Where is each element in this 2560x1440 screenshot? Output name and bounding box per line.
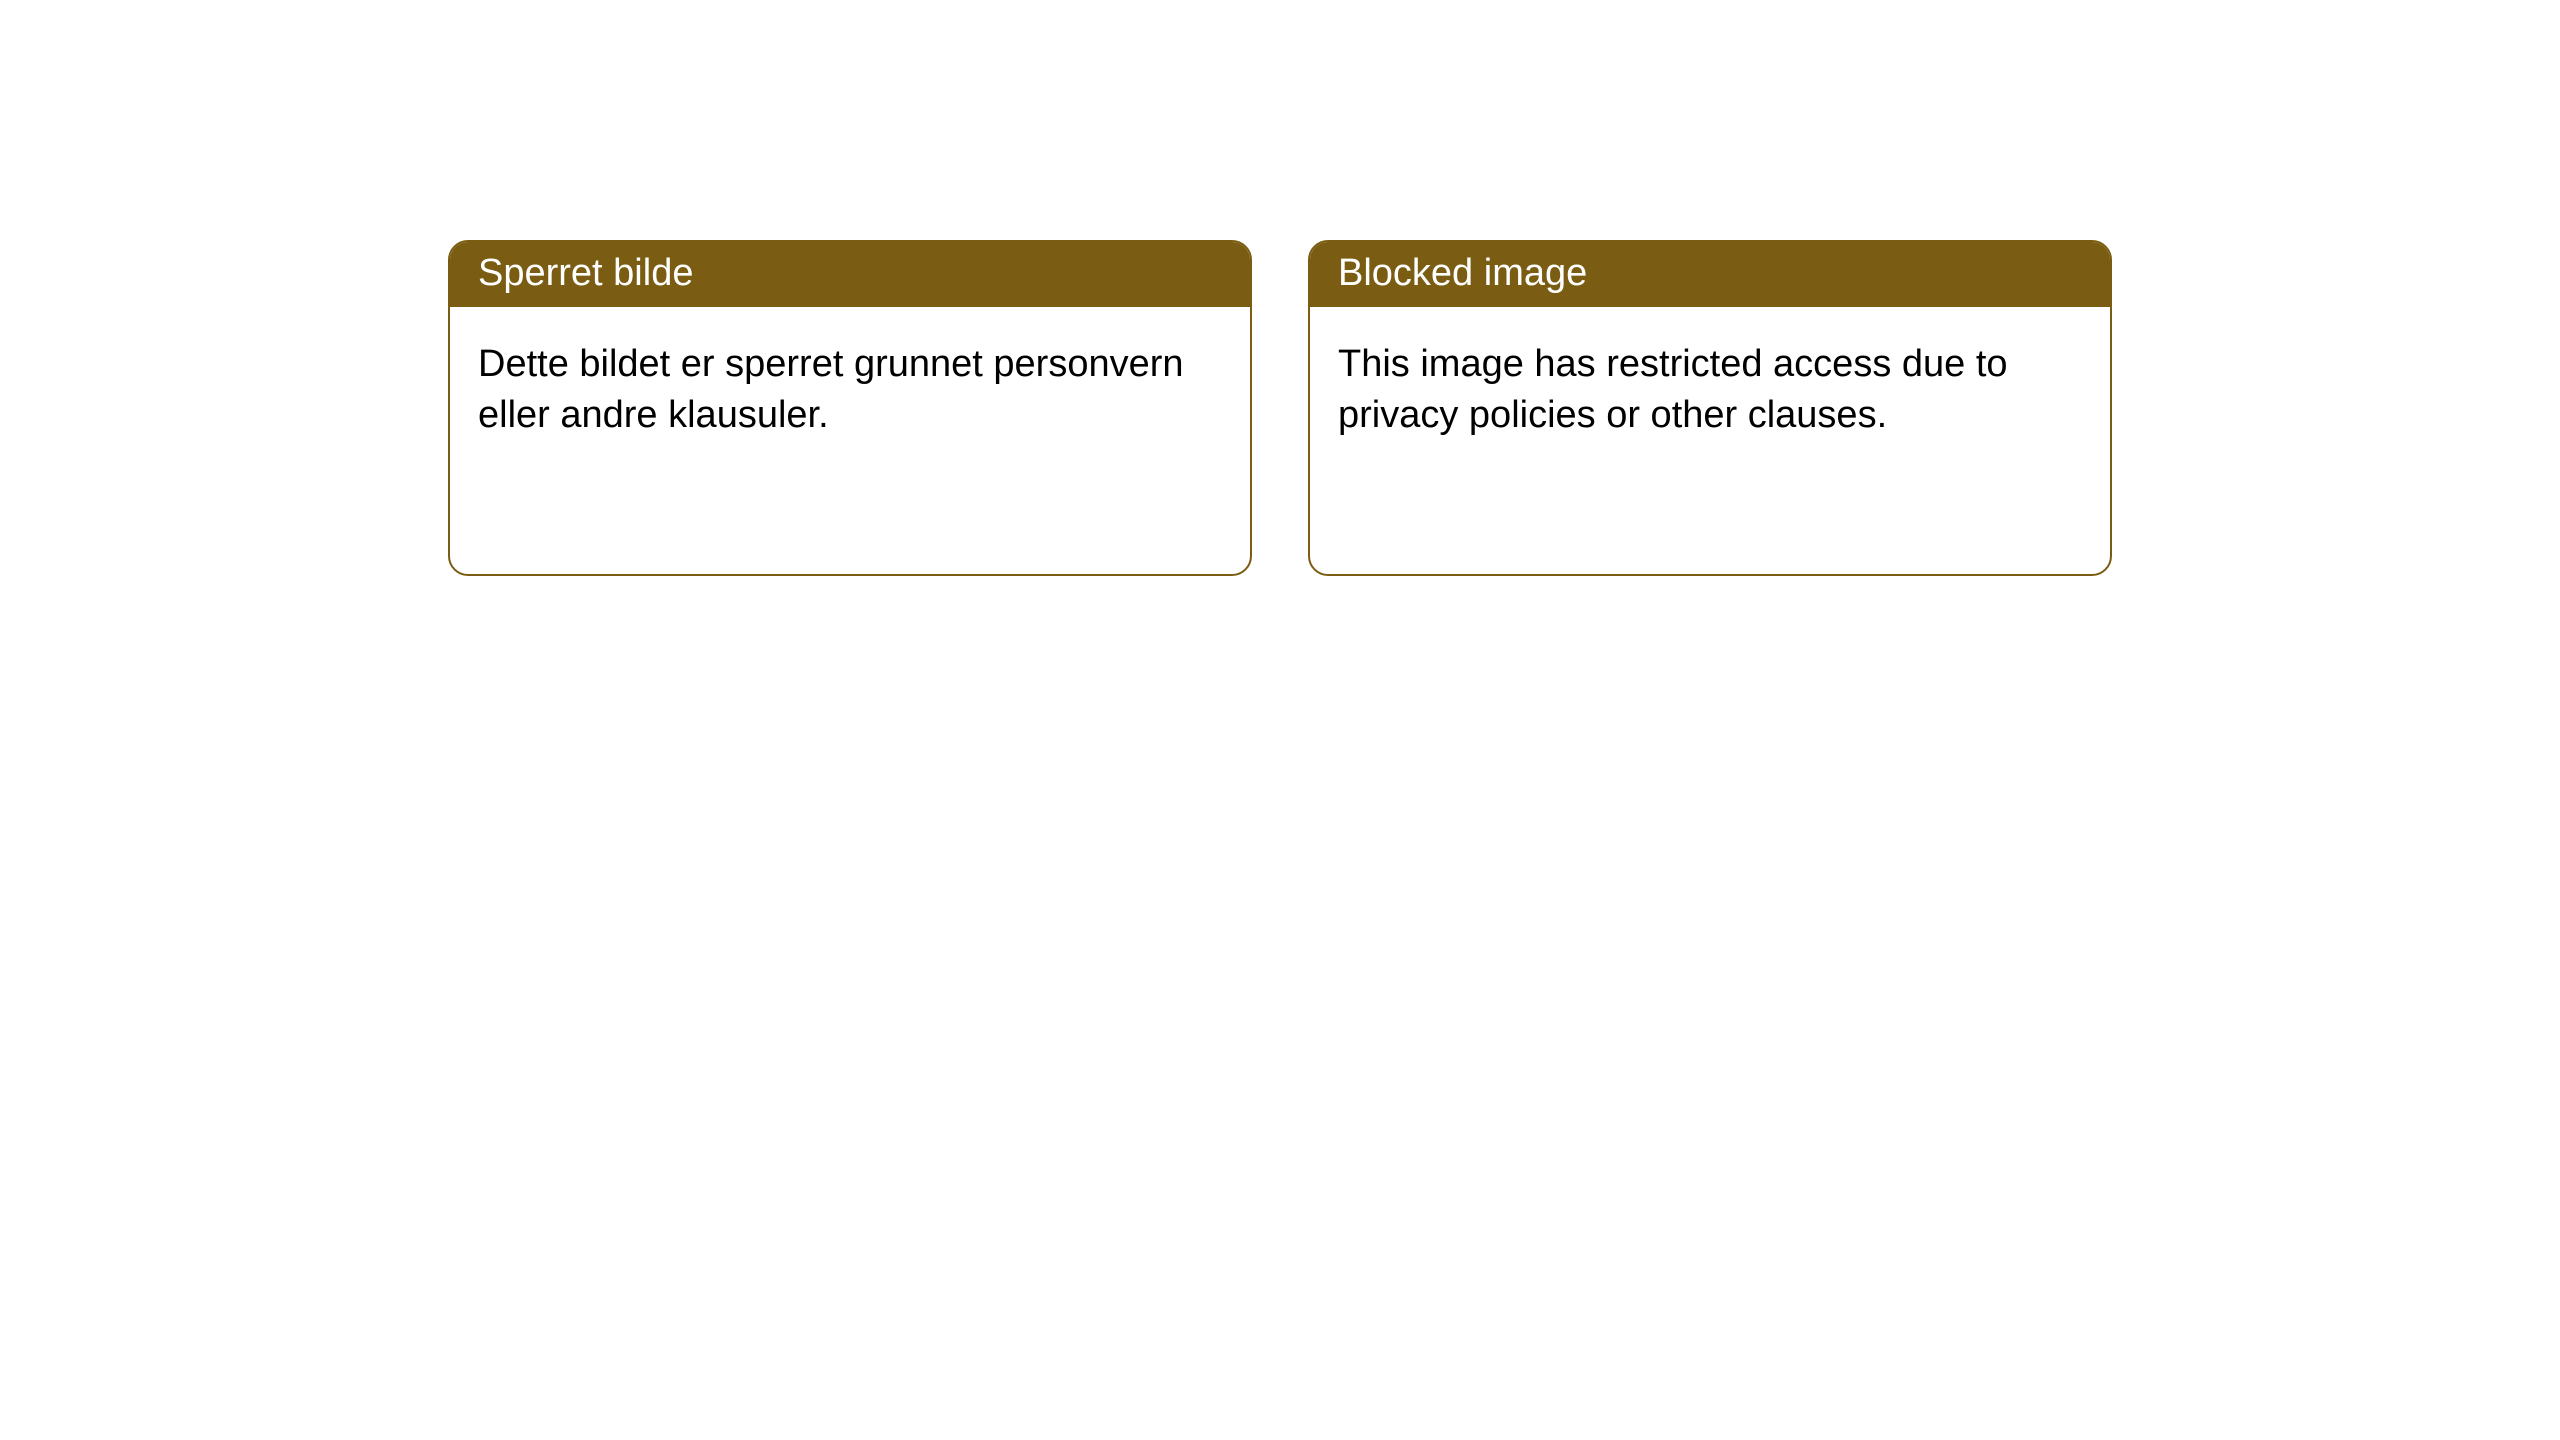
- notice-body: This image has restricted access due to …: [1310, 307, 2110, 474]
- notice-card-norwegian: Sperret bilde Dette bildet er sperret gr…: [448, 240, 1252, 576]
- notice-title: Sperret bilde: [450, 242, 1250, 307]
- notice-container: Sperret bilde Dette bildet er sperret gr…: [0, 0, 2560, 576]
- notice-title: Blocked image: [1310, 242, 2110, 307]
- notice-card-english: Blocked image This image has restricted …: [1308, 240, 2112, 576]
- notice-body: Dette bildet er sperret grunnet personve…: [450, 307, 1250, 474]
